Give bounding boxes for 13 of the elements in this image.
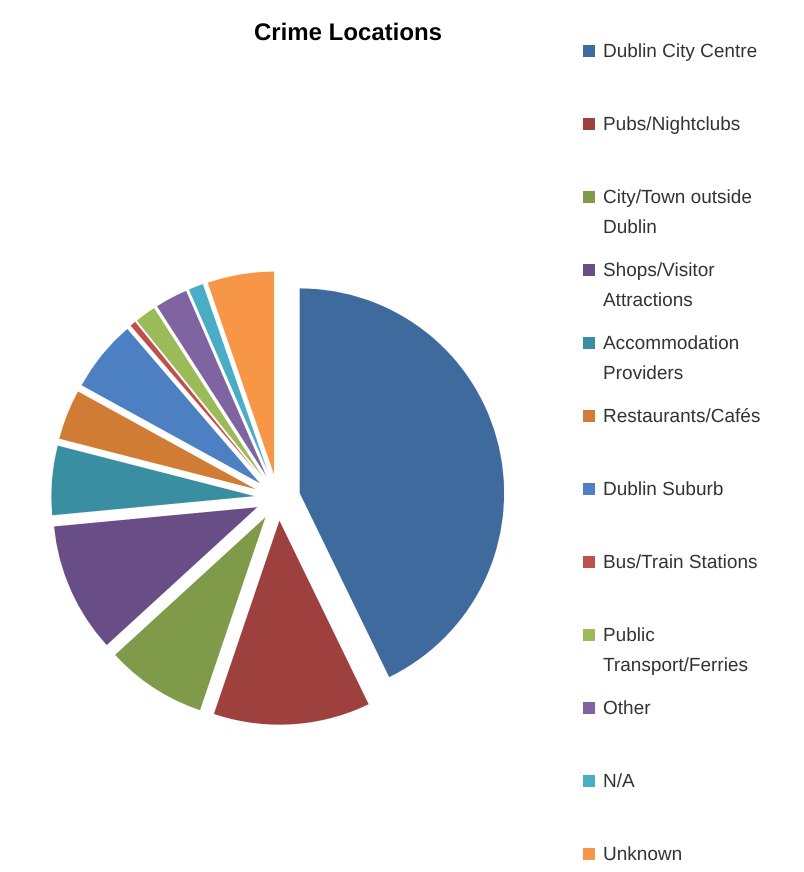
legend-label: Unknown xyxy=(603,844,682,866)
legend-label: City/Town outside Dublin xyxy=(603,187,752,238)
legend-label: Other xyxy=(603,698,652,720)
legend-label: N/A xyxy=(603,771,635,792)
legend-label: Bus/Train Stations xyxy=(603,552,758,574)
legend-label: Shops/Visitor Attractions xyxy=(603,260,716,312)
legend-label: Pubs/Nightclubs xyxy=(603,114,740,136)
legend-label: Dublin City Centre xyxy=(603,41,758,62)
legend-label: Accommodation Providers xyxy=(603,333,740,384)
legend-label: Public Transport/Ferries xyxy=(603,625,748,676)
chart-title: Crime Locations xyxy=(254,19,442,46)
legend-label: Dublin Suburb xyxy=(603,479,724,500)
legend-label: Restaurants/Cafés xyxy=(603,406,760,428)
